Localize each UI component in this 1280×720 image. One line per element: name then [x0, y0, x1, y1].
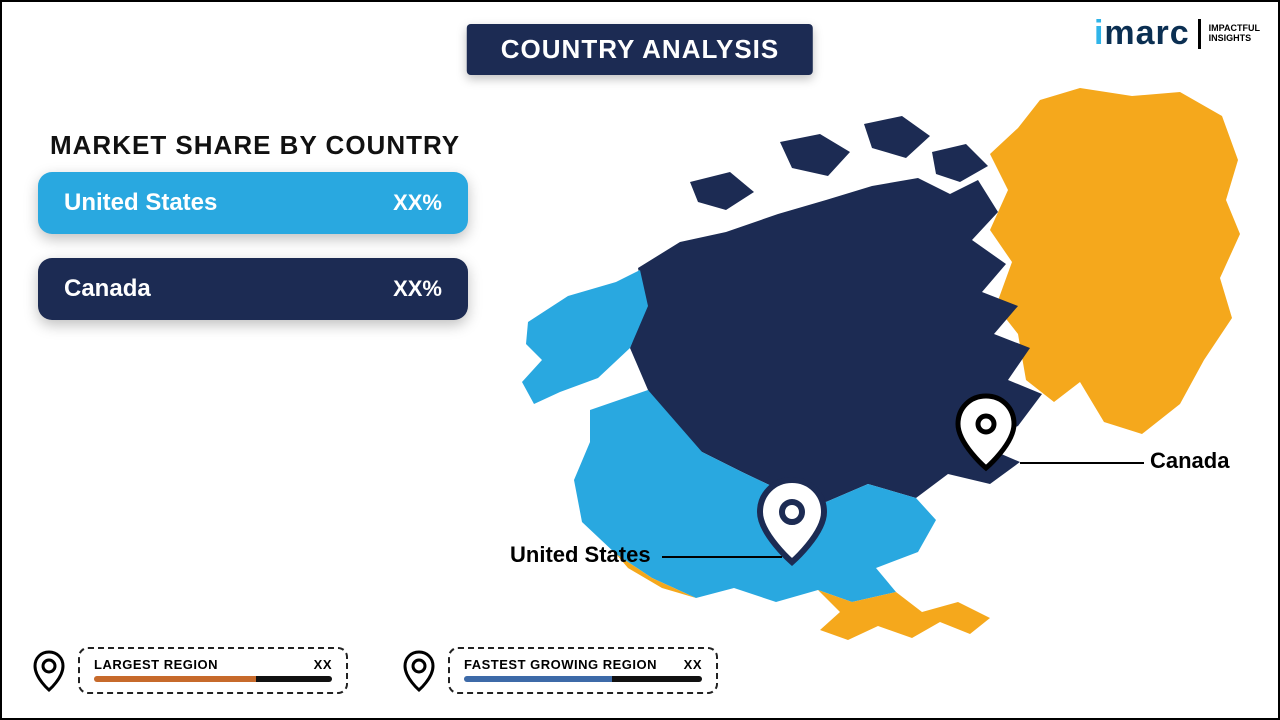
share-bar-value: XX% [393, 190, 442, 216]
leader-line-us [662, 556, 782, 558]
logo-tagline: IMPACTFULINSIGHTS [1209, 24, 1260, 44]
share-bar-label: Canada [64, 275, 151, 303]
legend-value: XX [684, 657, 702, 672]
pin-icon [32, 650, 66, 692]
logo-wordmark: imarc [1094, 14, 1190, 53]
section-subtitle: MARKET SHARE BY COUNTRY [50, 130, 460, 161]
legend-box: LARGEST REGION XX [78, 647, 348, 694]
region-alaska [522, 270, 648, 404]
logo-divider [1198, 19, 1201, 49]
region-greenland [990, 88, 1240, 434]
map-label-ca: Canada [1150, 448, 1229, 474]
legend-label: FASTEST GROWING REGION [464, 657, 657, 672]
legend-bar [464, 676, 702, 682]
legend-largest: LARGEST REGION XX [32, 647, 348, 694]
share-bar-us: United States XX% [38, 172, 468, 234]
share-bar-ca: Canada XX% [38, 258, 468, 320]
infographic-frame: imarc IMPACTFULINSIGHTS COUNTRY ANALYSIS… [0, 0, 1280, 720]
legend-label: LARGEST REGION [94, 657, 218, 672]
legend-fastest: FASTEST GROWING REGION XX [402, 647, 718, 694]
legend-value: XX [314, 657, 332, 672]
brand-logo: imarc IMPACTFULINSIGHTS [1094, 14, 1260, 53]
legend-box: FASTEST GROWING REGION XX [448, 647, 718, 694]
share-bar-value: XX% [393, 276, 442, 302]
share-bar-label: United States [64, 189, 217, 217]
legend-bar [94, 676, 332, 682]
north-america-map [520, 82, 1250, 622]
leader-line-ca [1020, 462, 1144, 464]
map-label-us: United States [510, 542, 651, 568]
pin-icon [402, 650, 436, 692]
page-title: COUNTRY ANALYSIS [467, 24, 813, 75]
